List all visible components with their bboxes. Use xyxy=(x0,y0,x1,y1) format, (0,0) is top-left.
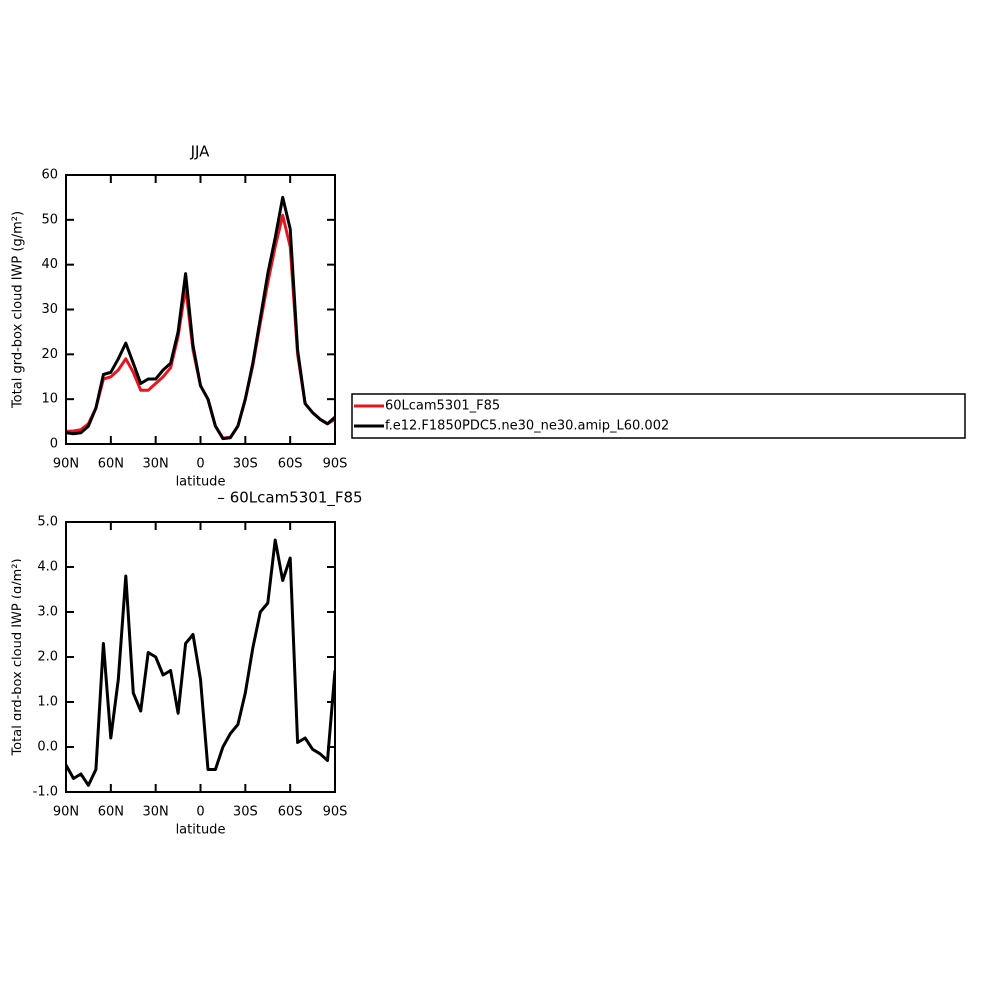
x-tick-label: 90N xyxy=(53,805,79,820)
y-tick-label: 60 xyxy=(41,168,58,183)
line-series xyxy=(66,195,335,441)
x-tick-label: 30S xyxy=(233,457,258,472)
x-tick-label: 30S xyxy=(233,805,258,820)
x-tick-label: 60S xyxy=(278,457,303,472)
plot-frame xyxy=(65,521,336,793)
y-tick-label: 4.0 xyxy=(37,560,58,575)
x-tick-label: 0 xyxy=(196,805,204,820)
y-tick-label: 0 xyxy=(50,437,58,452)
line-series xyxy=(66,213,335,440)
legend-label: f.e12.F1850PDC5.ne30_ne30.amip_L60.002 xyxy=(385,419,669,434)
y-tick-label: 30 xyxy=(41,302,58,317)
x-axis-label: latitude xyxy=(176,475,226,490)
x-tick-label: 60S xyxy=(278,805,303,820)
y-tick-label: 10 xyxy=(41,392,58,407)
x-tick-label: 90S xyxy=(323,457,348,472)
x-axis-label: latitude xyxy=(176,823,226,838)
y-tick-label: 40 xyxy=(41,257,58,272)
legend-box xyxy=(351,393,966,439)
y-tick-label: -1.0 xyxy=(33,785,58,800)
y-axis-label: Total grd-box cloud IWP (g/m²) xyxy=(11,558,26,756)
x-tick-label: 90S xyxy=(323,805,348,820)
x-tick-label: 90N xyxy=(53,457,79,472)
y-tick-label: 1.0 xyxy=(37,695,58,710)
y-tick-label: 2.0 xyxy=(37,650,58,665)
x-tick-label: 60N xyxy=(98,805,124,820)
y-tick-label: 5.0 xyxy=(37,515,58,530)
plot-frame xyxy=(65,174,336,445)
x-tick-label: 30N xyxy=(143,805,169,820)
x-tick-label: 30N xyxy=(143,457,169,472)
legend-label: 60Lcam5301_F85 xyxy=(385,399,500,414)
chart-title: – 60Lcam5301_F85 xyxy=(217,489,362,508)
chart-title: JJA xyxy=(190,143,211,161)
line-series xyxy=(66,538,335,787)
y-tick-label: 20 xyxy=(41,347,58,362)
y-tick-label: 3.0 xyxy=(37,605,58,620)
y-tick-label: 0.0 xyxy=(37,740,58,755)
x-tick-label: 60N xyxy=(98,457,124,472)
y-tick-label: 50 xyxy=(41,212,58,227)
x-tick-label: 0 xyxy=(196,457,204,472)
y-axis-label: Total grd-box cloud IWP (g/m²) xyxy=(11,211,26,409)
